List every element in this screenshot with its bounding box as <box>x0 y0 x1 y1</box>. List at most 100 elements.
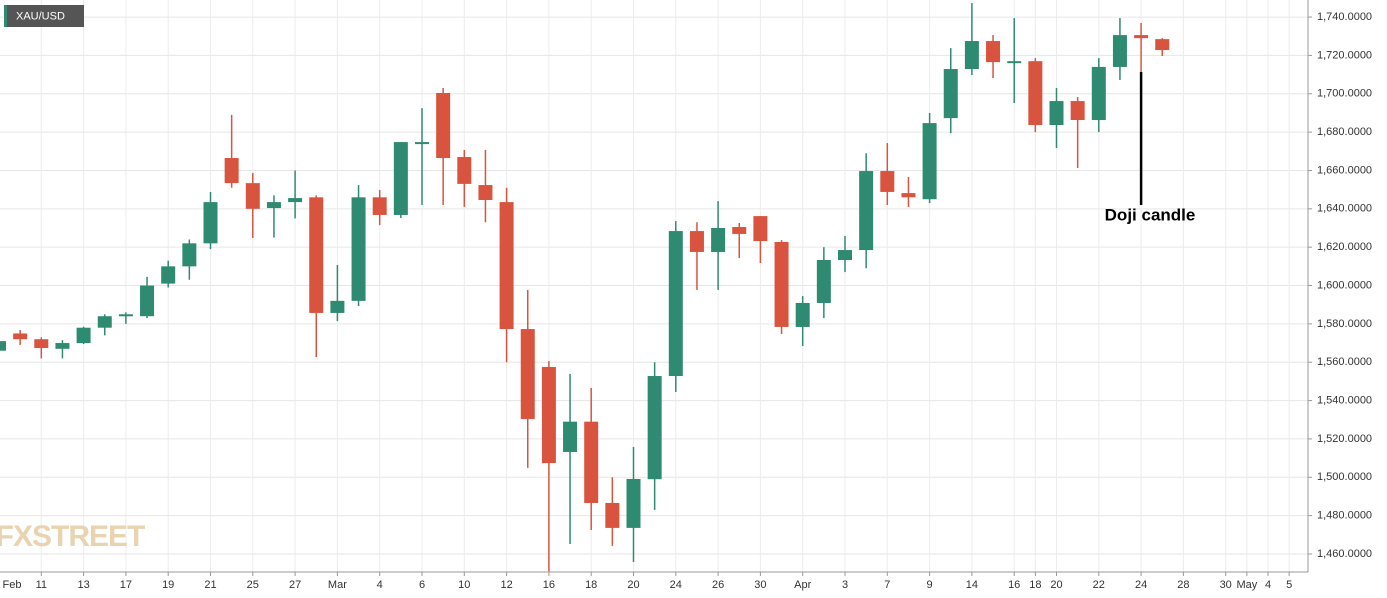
candle-body <box>224 158 239 184</box>
x-tick-label: Mar <box>328 579 347 591</box>
y-tick-label: 1,620.0000 <box>1317 241 1372 253</box>
candle-body <box>859 171 874 251</box>
candle-body <box>330 300 345 313</box>
y-tick-label: 1,740.0000 <box>1317 11 1372 23</box>
candle-body <box>182 243 197 267</box>
x-tick-label: 3 <box>842 579 848 591</box>
x-tick-label: 25 <box>247 579 259 591</box>
candle-body <box>732 227 747 234</box>
y-tick-label: 1,600.0000 <box>1317 279 1372 291</box>
x-tick-label: 9 <box>927 579 933 591</box>
candle-body <box>203 202 218 244</box>
x-tick-label: 16 <box>543 579 555 591</box>
y-tick-label: 1,460.0000 <box>1317 548 1372 560</box>
x-tick-label: 12 <box>500 579 512 591</box>
x-tick-label: 22 <box>1093 579 1105 591</box>
x-tick-label: 4 <box>377 579 383 591</box>
candle-body <box>499 202 514 330</box>
candles <box>0 3 1170 572</box>
candle-body <box>584 421 599 503</box>
candle-body <box>1155 39 1170 51</box>
y-tick-label: 1,560.0000 <box>1317 356 1372 368</box>
annotation: Doji candle <box>1105 205 1196 224</box>
candle-body <box>478 185 493 200</box>
x-tick-label: May <box>1236 579 1257 591</box>
grid <box>0 0 1308 572</box>
candle-body <box>1091 66 1106 121</box>
y-tick-label: 1,540.0000 <box>1317 394 1372 406</box>
x-tick-label: 24 <box>670 579 682 591</box>
x-tick-label: 17 <box>120 579 132 591</box>
candle-body <box>457 157 472 184</box>
candle-body <box>943 69 958 119</box>
candle-body <box>1028 61 1043 126</box>
candle-body <box>266 202 281 209</box>
x-tick-label: Feb <box>3 579 22 591</box>
ticker-label: XAU/USD <box>16 10 65 22</box>
candle-body <box>436 93 451 159</box>
candle-body <box>520 329 535 419</box>
x-tick-label: 7 <box>884 579 890 591</box>
candle-body <box>76 327 91 344</box>
candle-body <box>753 216 768 242</box>
candle-body <box>816 260 831 303</box>
candle-body <box>351 197 366 301</box>
x-tick-label: 6 <box>419 579 425 591</box>
x-tick-label: 18 <box>1029 579 1041 591</box>
candle-body <box>1134 35 1149 39</box>
x-tick-label: 28 <box>1177 579 1189 591</box>
x-tick-label: 11 <box>36 579 47 591</box>
y-tick-label: 1,660.0000 <box>1317 164 1372 176</box>
watermark: FXSTREET <box>0 520 145 553</box>
x-tick-label: 20 <box>1050 579 1062 591</box>
y-tick-label: 1,720.0000 <box>1317 49 1372 61</box>
y-tick-label: 1,500.0000 <box>1317 471 1372 483</box>
candle-body <box>901 193 916 198</box>
x-tick-label: 18 <box>585 579 597 591</box>
candle-body <box>605 502 620 528</box>
candle-body <box>711 227 726 252</box>
x-tick-label: 24 <box>1135 579 1147 591</box>
candle-body <box>838 250 852 261</box>
y-tick-label: 1,520.0000 <box>1317 433 1372 445</box>
candle-body <box>880 171 895 192</box>
candle-body <box>34 339 49 349</box>
candle-body <box>288 198 303 203</box>
candle-body <box>118 314 133 317</box>
candle-body <box>795 302 810 327</box>
x-tick-label: 14 <box>966 579 978 591</box>
x-tick-label: 27 <box>289 579 301 591</box>
candle-body <box>626 478 641 528</box>
x-tick-label: 30 <box>754 579 766 591</box>
candle-body <box>245 183 260 209</box>
candle-body <box>161 266 176 284</box>
candle-body <box>647 376 662 480</box>
x-tick-label: 10 <box>458 579 470 591</box>
x-tick-label: 5 <box>1286 579 1292 591</box>
y-tick-label: 1,700.0000 <box>1317 88 1372 100</box>
candle-body <box>1007 61 1022 64</box>
candle-body <box>1070 101 1085 121</box>
candle-body <box>689 231 704 252</box>
x-tick-label: 21 <box>204 579 216 591</box>
candle-body <box>55 343 70 349</box>
candle-body <box>774 241 789 327</box>
candle-body <box>563 421 578 452</box>
candle-body <box>415 142 429 145</box>
candle-body <box>372 197 387 215</box>
y-tick-label: 1,580.0000 <box>1317 318 1372 330</box>
x-tick-label: 4 <box>1265 579 1271 591</box>
x-tick-label: 20 <box>627 579 639 591</box>
x-tick-label: 26 <box>712 579 724 591</box>
x-tick-label: 16 <box>1008 579 1020 591</box>
candle-body <box>541 367 556 464</box>
y-tick-label: 1,480.0000 <box>1317 510 1372 522</box>
candle-body <box>309 197 324 313</box>
candle-body <box>393 142 408 215</box>
ticker-box <box>4 5 84 27</box>
candle-body <box>1049 101 1064 126</box>
x-tick-label: 30 <box>1220 579 1232 591</box>
candle-body <box>922 123 937 200</box>
